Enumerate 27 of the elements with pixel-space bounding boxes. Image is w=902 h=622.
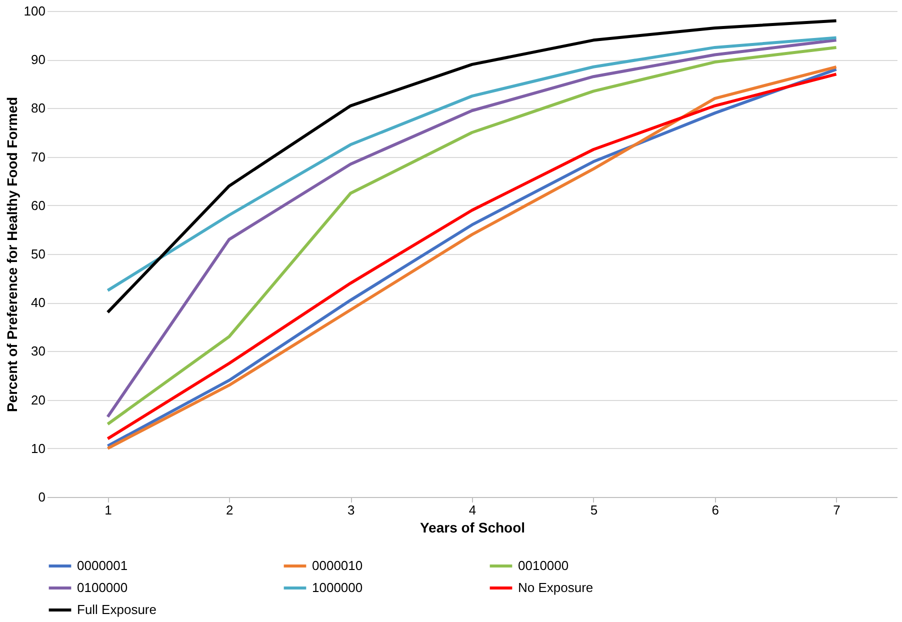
legend-label: 0100000 [77,580,128,595]
legend-label: 0000010 [312,558,363,573]
y-tick-label: 100 [24,4,46,18]
x-tick-label: 5 [590,502,598,518]
y-tick-label: 0 [38,490,46,504]
x-tick-label: 2 [226,502,234,518]
y-tick-label: 80 [31,100,46,116]
y-tick-label: 90 [31,52,46,68]
y-tick-label: 60 [31,198,46,213]
y-tick-label: 30 [31,344,46,359]
y-axis-title: Percent of Preference for Healthy Food Formed [4,96,20,412]
x-tick-label: 6 [712,502,719,518]
y-tick-label: 20 [31,392,46,408]
x-tick-label: 4 [468,502,476,518]
x-tick-label: 1 [104,502,112,518]
y-tick-label: 50 [31,246,46,262]
x-tick-label: 7 [833,502,840,518]
legend-label: 1000000 [312,580,363,595]
x-tick-label: 3 [347,502,355,518]
legend-label: 0000001 [77,558,128,573]
x-axis-title: Years of School [420,520,526,536]
legend-label: No Exposure [518,580,594,595]
legend-label: 0010000 [518,558,569,573]
legend-label: Full Exposure [77,602,156,617]
y-tick-label: 10 [31,440,46,456]
y-tick-label: 70 [31,149,46,164]
y-tick-label: 40 [31,295,46,310]
